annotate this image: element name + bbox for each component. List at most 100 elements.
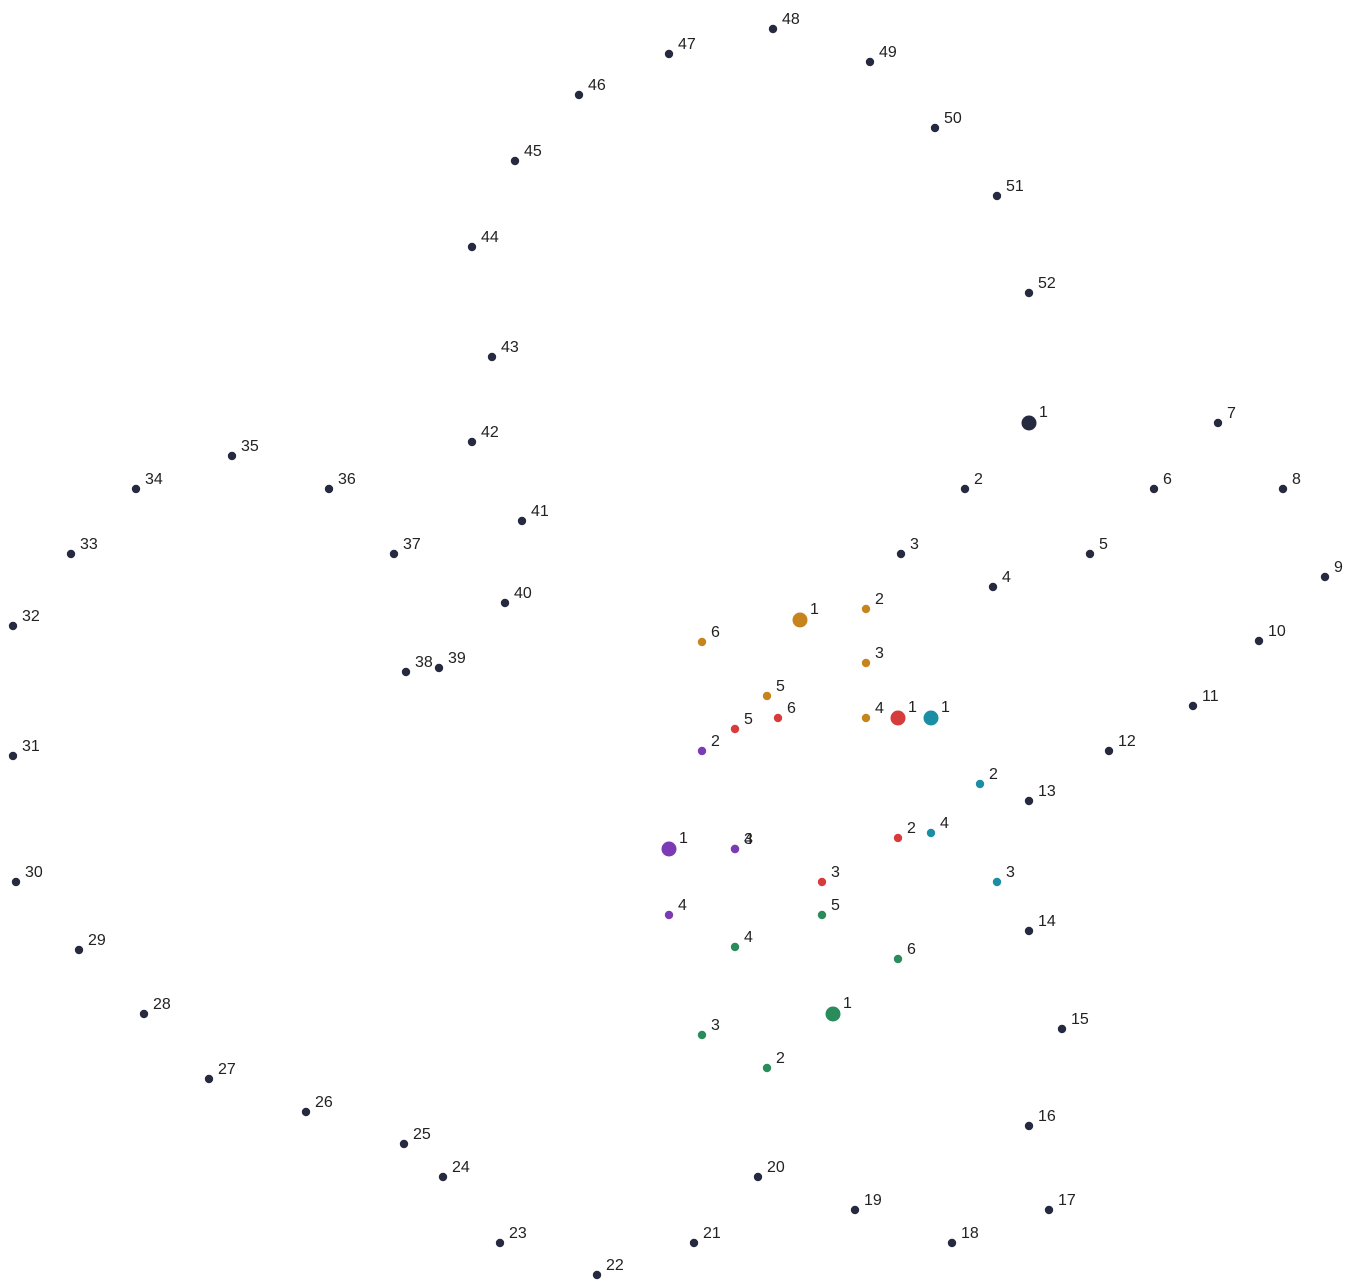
red-dot-3[interactable] (817, 877, 827, 887)
outline-dot-31[interactable] (8, 751, 18, 761)
outline-dot-10[interactable] (1254, 636, 1264, 646)
outline-dot-label-37: 37 (403, 536, 421, 553)
green-dot-label-6: 6 (907, 941, 916, 958)
outline-dot-label-3: 3 (910, 536, 919, 553)
outline-dot-44[interactable] (467, 242, 477, 252)
outline-dot-26[interactable] (301, 1107, 311, 1117)
outline-dot-8[interactable] (1278, 484, 1288, 494)
red-dot-label-4: 4 (744, 831, 753, 848)
outline-dot-42[interactable] (467, 437, 477, 447)
orange-dot-3[interactable] (861, 658, 871, 668)
teal-dot-label-4: 4 (940, 815, 949, 832)
green-dot-5[interactable] (817, 910, 827, 920)
outline-dot-label-22: 22 (606, 1257, 624, 1274)
orange-dot-6[interactable] (697, 637, 707, 647)
orange-dot-2[interactable] (861, 604, 871, 614)
outline-dot-15[interactable] (1057, 1024, 1067, 1034)
outline-dot-50[interactable] (930, 123, 940, 133)
outline-dot-24[interactable] (438, 1172, 448, 1182)
outline-dot-4[interactable] (988, 582, 998, 592)
green-dot-4[interactable] (730, 942, 740, 952)
outline-dot-label-41: 41 (531, 503, 549, 520)
outline-dot-7[interactable] (1213, 418, 1223, 428)
outline-dot-28[interactable] (139, 1009, 149, 1019)
outline-dot-16[interactable] (1024, 1121, 1034, 1131)
outline-dot-19[interactable] (850, 1205, 860, 1215)
outline-dot-17[interactable] (1044, 1205, 1054, 1215)
outline-dot-2[interactable] (960, 484, 970, 494)
outline-dot-label-29: 29 (88, 932, 106, 949)
red-dot-2[interactable] (893, 833, 903, 843)
orange-dot-5[interactable] (762, 691, 772, 701)
outline-dot-30[interactable] (11, 877, 21, 887)
outline-dot-22[interactable] (592, 1270, 602, 1280)
purple-dot-3[interactable] (730, 844, 740, 854)
green-dot-label-5: 5 (831, 897, 840, 914)
orange-dot-label-2: 2 (875, 591, 884, 608)
outline-dot-label-31: 31 (22, 738, 40, 755)
outline-dot-label-17: 17 (1058, 1192, 1076, 1209)
outline-dot-11[interactable] (1188, 701, 1198, 711)
teal-dot-2[interactable] (975, 779, 985, 789)
outline-dot-37[interactable] (389, 549, 399, 559)
teal-dot-4[interactable] (926, 828, 936, 838)
outline-dot-49[interactable] (865, 57, 875, 67)
outline-dot-41[interactable] (517, 516, 527, 526)
outline-dot-36[interactable] (324, 484, 334, 494)
green-dot-6[interactable] (893, 954, 903, 964)
red-dot-label-3: 3 (831, 864, 840, 881)
green-dot-1[interactable] (825, 1006, 841, 1022)
outline-dot-35[interactable] (227, 451, 237, 461)
purple-dot-2[interactable] (697, 746, 707, 756)
outline-dot-47[interactable] (664, 49, 674, 59)
outline-dot-32[interactable] (8, 621, 18, 631)
outline-dot-21[interactable] (689, 1238, 699, 1248)
purple-dot-4[interactable] (664, 910, 674, 920)
outline-dot-5[interactable] (1085, 549, 1095, 559)
outline-dot-34[interactable] (131, 484, 141, 494)
red-dot-5[interactable] (730, 724, 740, 734)
outline-dot-33[interactable] (66, 549, 76, 559)
teal-dot-3[interactable] (992, 877, 1002, 887)
outline-dot-43[interactable] (487, 352, 497, 362)
outline-dot-25[interactable] (399, 1139, 409, 1149)
outline-dot-3[interactable] (896, 549, 906, 559)
outline-dot-27[interactable] (204, 1074, 214, 1084)
outline-dot-18[interactable] (947, 1238, 957, 1248)
outline-dot-label-39: 39 (448, 650, 466, 667)
green-dot-2[interactable] (762, 1063, 772, 1073)
outline-dot-39[interactable] (434, 663, 444, 673)
outline-dot-38[interactable] (401, 667, 411, 677)
orange-dot-1[interactable] (792, 612, 808, 628)
outline-dot-9[interactable] (1320, 572, 1330, 582)
outline-dot-51[interactable] (992, 191, 1002, 201)
outline-dot-52[interactable] (1024, 288, 1034, 298)
outline-dot-label-52: 52 (1038, 275, 1056, 292)
outline-dot-46[interactable] (574, 90, 584, 100)
orange-dot-label-3: 3 (875, 645, 884, 662)
red-dot-6[interactable] (773, 713, 783, 723)
outline-dot-label-20: 20 (767, 1159, 785, 1176)
outline-dot-14[interactable] (1024, 926, 1034, 936)
red-dot-1[interactable] (890, 710, 906, 726)
outline-dot-48[interactable] (768, 24, 778, 34)
outline-dot-label-18: 18 (961, 1225, 979, 1242)
outline-dot-23[interactable] (495, 1238, 505, 1248)
green-dot-3[interactable] (697, 1030, 707, 1040)
outline-dot-13[interactable] (1024, 796, 1034, 806)
outline-dot-29[interactable] (74, 945, 84, 955)
outline-dot-12[interactable] (1104, 746, 1114, 756)
outline-dot-label-47: 47 (678, 36, 696, 53)
purple-dot-1[interactable] (661, 841, 677, 857)
outline-dot-label-27: 27 (218, 1061, 236, 1078)
teal-dot-1[interactable] (923, 710, 939, 726)
outline-dot-6[interactable] (1149, 484, 1159, 494)
orange-dot-4[interactable] (861, 713, 871, 723)
outline-dot-label-49: 49 (879, 44, 897, 61)
outline-dot-45[interactable] (510, 156, 520, 166)
outline-dot-20[interactable] (753, 1172, 763, 1182)
outline-dot-label-44: 44 (481, 229, 499, 246)
outline-dot-1[interactable] (1021, 415, 1037, 431)
outline-dot-40[interactable] (500, 598, 510, 608)
